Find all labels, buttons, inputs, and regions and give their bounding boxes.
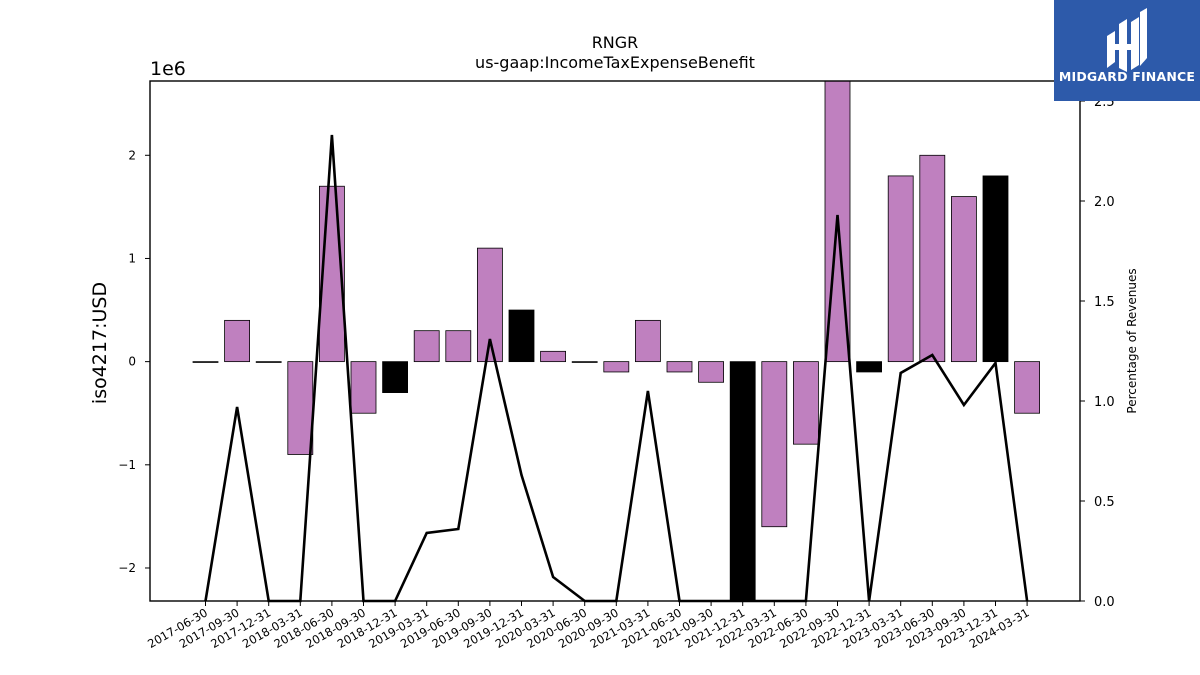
bar bbox=[445, 330, 472, 363]
bar bbox=[982, 175, 1009, 363]
bar bbox=[255, 361, 282, 363]
y-tick-label: 2 bbox=[128, 148, 136, 162]
bar bbox=[287, 361, 314, 455]
bar bbox=[698, 361, 724, 383]
bar bbox=[635, 319, 661, 363]
bar bbox=[887, 175, 914, 363]
bar bbox=[413, 330, 440, 363]
bar bbox=[1014, 361, 1040, 414]
y2-tick-label: 1.5 bbox=[1094, 295, 1115, 310]
chart-title: RNGR bbox=[592, 33, 639, 52]
y-multiplier-label: 1e6 bbox=[150, 58, 186, 80]
bar bbox=[224, 319, 251, 363]
y2-tick-label: 0.5 bbox=[1094, 495, 1115, 510]
bar bbox=[571, 361, 598, 363]
y2-tick-label: 0.0 bbox=[1094, 595, 1115, 610]
y-tick-label: −1 bbox=[118, 458, 136, 472]
bar bbox=[951, 196, 977, 363]
y2-tick-label: 1.0 bbox=[1094, 395, 1115, 410]
y-tick-label: 0 bbox=[128, 355, 136, 369]
y-axis-label: iso4217:USD bbox=[89, 282, 111, 404]
y-tick-label: −2 bbox=[118, 561, 136, 575]
bar bbox=[761, 361, 788, 528]
brand-logo: MIDGARD FINANCE bbox=[1054, 0, 1200, 101]
logo-mark-icon bbox=[1107, 8, 1147, 72]
bar bbox=[666, 361, 693, 373]
chart-subtitle: us-gaap:IncomeTaxExpenseBenefit bbox=[475, 53, 755, 72]
bar bbox=[192, 361, 219, 363]
plot-frame bbox=[149, 80, 1081, 602]
bar bbox=[603, 361, 630, 373]
bar bbox=[382, 361, 409, 393]
logo-text: MIDGARD FINANCE bbox=[1058, 69, 1196, 84]
y2-tick-label: 2.0 bbox=[1094, 195, 1115, 210]
y2-axis-label: Percentage of Revenues bbox=[1125, 268, 1139, 413]
bar bbox=[729, 361, 756, 602]
bar bbox=[508, 309, 535, 363]
bar bbox=[856, 361, 882, 373]
bar bbox=[919, 154, 946, 363]
bar bbox=[793, 361, 819, 445]
y-tick-label: 1 bbox=[128, 251, 136, 265]
bar bbox=[350, 361, 377, 414]
bar-layer bbox=[192, 80, 1040, 602]
bar bbox=[540, 350, 566, 363]
